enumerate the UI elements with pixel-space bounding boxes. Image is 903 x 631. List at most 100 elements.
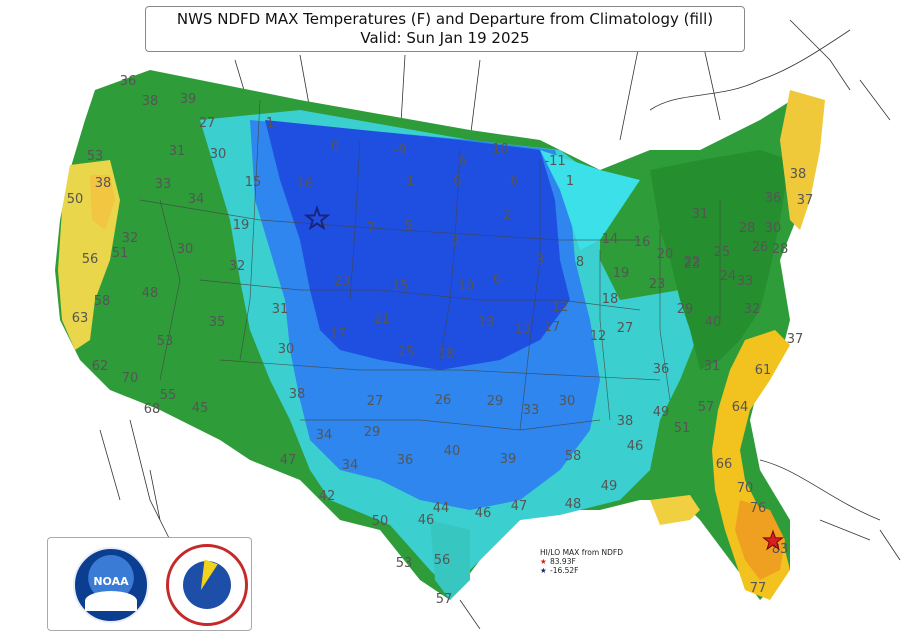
temperature-label: -11 [544,154,565,169]
temperature-label: 38 [95,176,112,191]
temperature-label: 3 [536,253,544,268]
nws-logo-inner [183,561,231,609]
temperature-label: 50 [67,192,84,207]
state-borders [139,99,721,431]
temperature-label: 53 [87,149,104,164]
temperature-label: 64 [732,400,749,415]
temperature-label: 70 [122,371,139,386]
temperature-label: -2 [499,208,512,223]
temperature-label: -9 [394,143,407,158]
temperature-label: 13 [478,315,495,330]
temperature-label: 39 [180,92,197,107]
temperature-label: 66 [716,457,733,472]
temperature-label: 30 [559,394,576,409]
temperature-label: 13 [515,322,532,337]
temperature-label: 36 [120,74,137,89]
temperature-label: 31 [692,207,709,222]
temperature-label: 53 [396,556,413,571]
temperature-label: 28 [772,242,789,257]
temperature-label: -6 [449,174,462,189]
temperature-label: 58 [565,449,582,464]
temperature-label: 48 [142,286,159,301]
temperature-label: 25 [398,345,415,360]
temperature-label: 1 [266,116,274,131]
temperature-label: 29 [487,394,504,409]
temperature-label: 47 [511,499,528,514]
great-lakes-cyan [540,150,640,250]
temperature-label: 27 [617,321,634,336]
temperature-label: -6 [506,174,519,189]
noaa-logo-text: NOAA [93,575,129,588]
temperature-label: 34 [342,458,359,473]
temperature-label: 24 [720,269,737,284]
temperature-label: 18 [438,347,455,362]
temperature-label: 76 [750,501,767,516]
temperature-label: 26 [435,393,452,408]
temperature-label: 8 [576,255,584,270]
temperature-label: 17 [544,320,561,335]
temperature-label: 39 [500,452,517,467]
neighbor-outlines [99,19,901,629]
temperature-label: 44 [433,501,450,516]
temperature-label: -10 [487,142,508,157]
temperature-label: 57 [436,592,453,607]
temperature-label: 12 [552,300,569,315]
temperature-label: 46 [475,506,492,521]
temperature-label: 29 [677,302,694,317]
temperature-label: 40 [705,315,722,330]
temperature-label: 50 [372,514,389,529]
temperature-label: 56 [434,553,451,568]
hi-star-legend-icon: ★ [540,557,547,566]
temperature-label: 28 [739,221,756,236]
temperature-label: 26 [752,240,769,255]
temperature-label: 30 [765,221,782,236]
temperature-label: 37 [797,193,814,208]
legend-hi-row: ★ 83.93F [540,557,650,566]
temperature-label: -6 [454,154,467,169]
temperature-label: 48 [565,497,582,512]
temperature-label: 34 [188,192,205,207]
temperature-label: 38 [142,94,159,109]
temperature-label: 46 [627,439,644,454]
temperature-label: 40 [444,444,461,459]
east-coast-yellow [780,90,825,230]
temperature-label: 32 [229,259,246,274]
temperature-label: 38 [289,387,306,402]
temperature-label: 49 [601,479,618,494]
map-title: NWS NDFD MAX Temperatures (F) and Depart… [176,10,714,28]
temperature-label: 51 [112,246,129,261]
temperature-label: 38 [617,414,634,429]
noaa-logo-icon: NOAA [73,547,149,623]
temperature-label: 29 [364,425,381,440]
legend-heading: HI/LO MAX from NDFD [540,548,624,557]
temperature-label: 30 [278,342,295,357]
temperature-label: 12 [590,329,607,344]
temperature-label: 19 [613,266,630,281]
cold-deep-blue [265,120,570,370]
legend-hi-value: 83.93F [550,557,576,566]
temperature-label: 77 [750,581,767,596]
temperature-label: 22 [684,255,701,270]
temperature-label: 38 [790,167,807,182]
nws-logo-icon [166,544,248,626]
temperature-label: 61 [755,363,772,378]
temperature-label: 23 [334,274,351,289]
temperature-label: 31 [272,302,289,317]
legend-lo-row: ★ -16.52F [540,566,650,575]
temperature-label: 49 [653,405,670,420]
noaa-bird-icon [85,591,137,611]
temperature-label: 33 [523,403,540,418]
temperature-label: 19 [233,218,250,233]
temperature-label: 10 [458,279,475,294]
hi-lo-legend: HI/LO MAX from NDFD ★ 83.93F ★ -16.52F [540,548,650,575]
temperature-label: 51 [674,421,691,436]
temperature-label: 35 [209,315,226,330]
temperature-label: 56 [82,252,99,267]
map-title-box: NWS NDFD MAX Temperatures (F) and Depart… [145,6,745,52]
temperature-label: 33 [737,274,754,289]
map-valid-date: Valid: Sun Jan 19 2025 [360,29,530,47]
temperature-label: 32 [122,231,139,246]
temperature-label: 5 [405,219,413,234]
temperature-label: 21 [374,312,391,327]
